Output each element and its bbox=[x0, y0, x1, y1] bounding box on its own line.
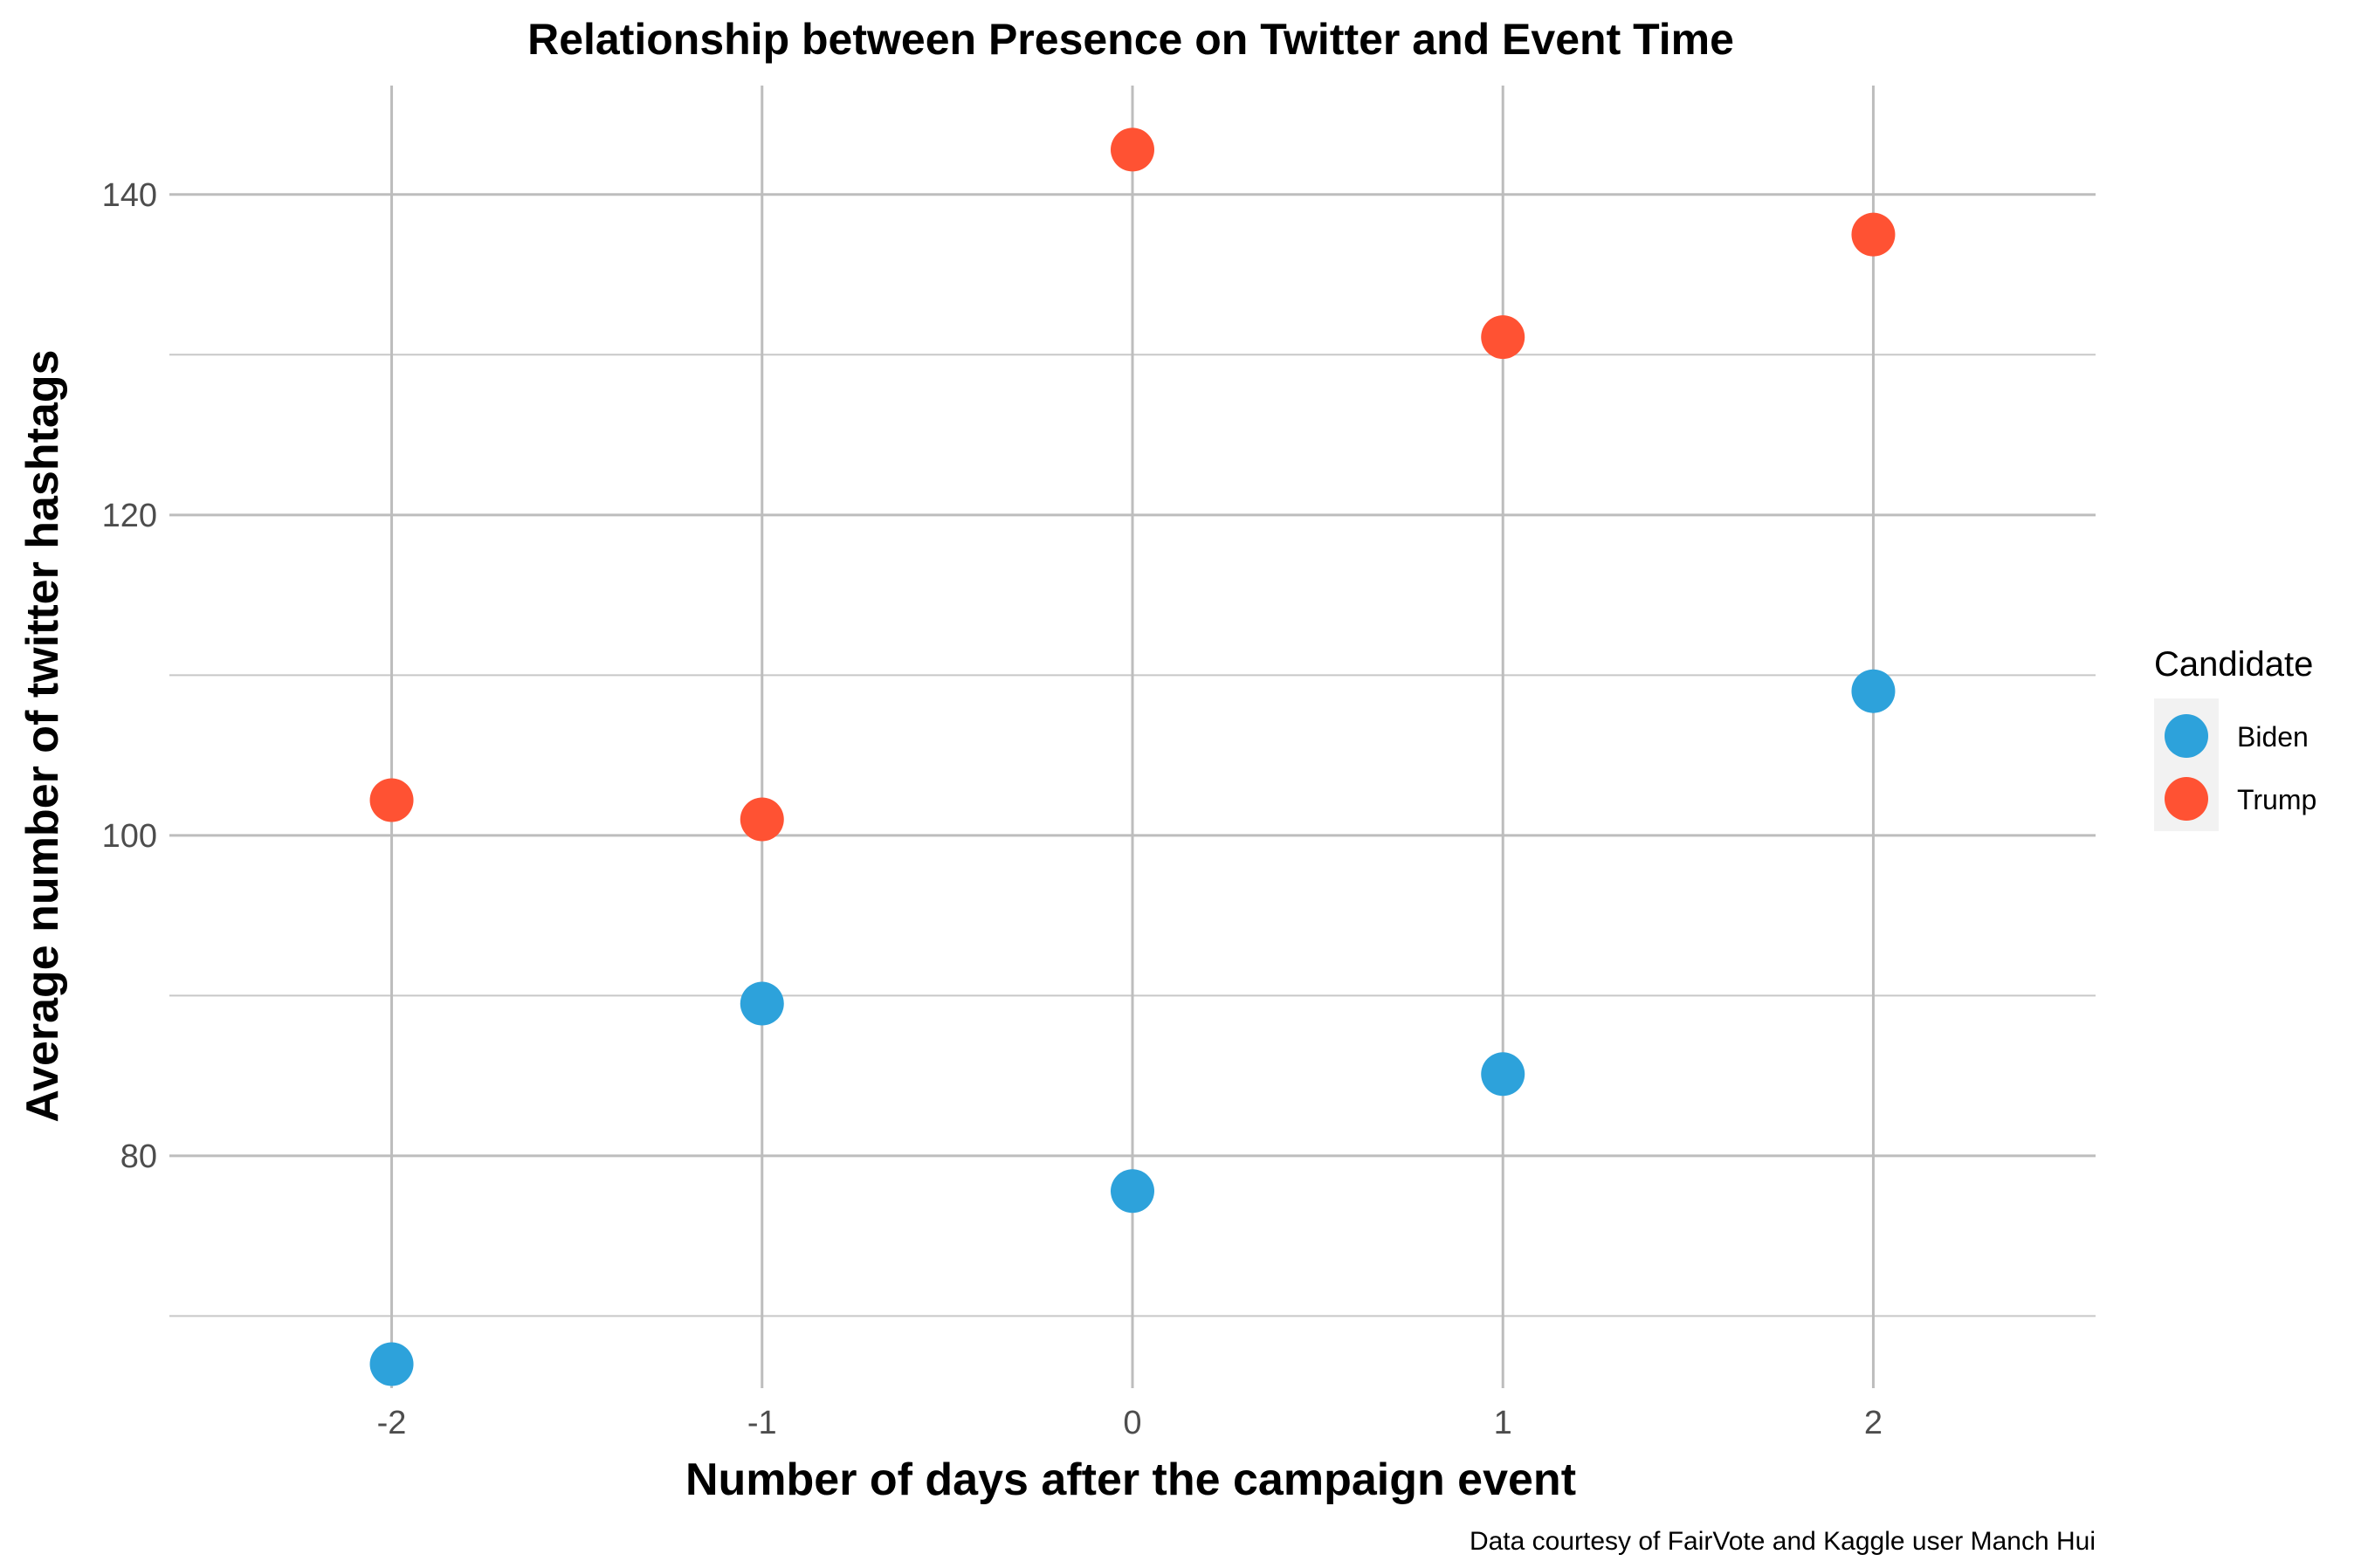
x-tick-label: 0 bbox=[1123, 1405, 1141, 1441]
y-tick-label: 100 bbox=[102, 818, 157, 855]
legend-label-biden: Biden bbox=[2237, 721, 2309, 753]
legend-key-biden bbox=[2165, 714, 2208, 758]
major-gridlines bbox=[169, 86, 2096, 1388]
legend-key-trump bbox=[2165, 777, 2208, 821]
chart-title: Relationship between Presence on Twitter… bbox=[527, 15, 1734, 64]
point-trump bbox=[740, 797, 784, 842]
y-tick-label: 80 bbox=[120, 1138, 157, 1175]
point-biden bbox=[369, 1342, 414, 1386]
point-biden bbox=[1111, 1169, 1154, 1214]
legend-title: Candidate bbox=[2154, 645, 2313, 684]
x-tick-label: 1 bbox=[1494, 1405, 1512, 1441]
y-tick-label: 120 bbox=[102, 498, 157, 534]
point-trump bbox=[1851, 212, 1896, 257]
point-biden bbox=[1851, 669, 1896, 713]
x-axis-ticks: -2 -1 0 1 2 bbox=[377, 1405, 1883, 1441]
y-tick-label: 140 bbox=[102, 177, 157, 214]
x-axis-title: Number of days after the campaign event bbox=[685, 1455, 1576, 1505]
y-axis-title: Average number of twitter hashtags bbox=[17, 349, 68, 1122]
legend-label-trump: Trump bbox=[2237, 784, 2316, 815]
x-tick-label: -1 bbox=[747, 1405, 777, 1441]
y-axis-ticks: 80 100 120 140 bbox=[102, 177, 157, 1175]
point-trump bbox=[1111, 127, 1154, 172]
data-points bbox=[369, 127, 1896, 1386]
point-biden bbox=[740, 981, 784, 1026]
point-trump bbox=[369, 778, 414, 822]
x-tick-label: -2 bbox=[377, 1405, 407, 1441]
legend: Candidate Biden Trump bbox=[2154, 645, 2316, 831]
x-tick-label: 2 bbox=[1864, 1405, 1883, 1441]
chart-caption: Data courtesy of FairVote and Kaggle use… bbox=[1470, 1527, 2096, 1556]
point-biden bbox=[1481, 1052, 1525, 1097]
point-trump bbox=[1481, 315, 1525, 360]
